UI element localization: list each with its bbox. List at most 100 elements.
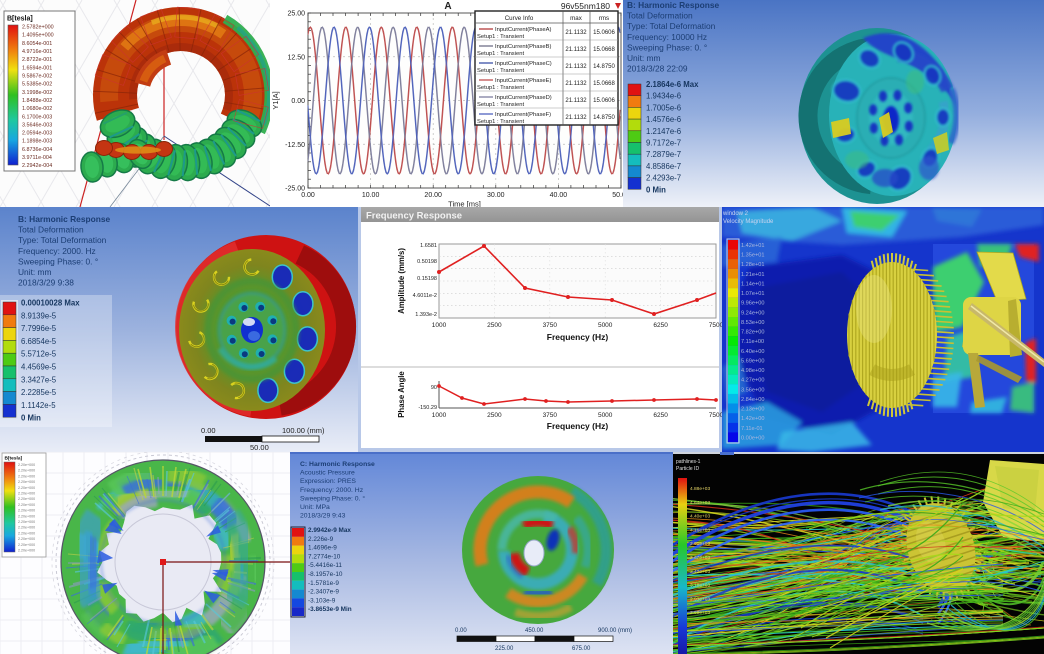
- svg-text:2.20e+000: 2.20e+000: [18, 469, 35, 473]
- svg-text:Sweeping Phase: 0. °: Sweeping Phase: 0. °: [300, 494, 365, 502]
- svg-text:90: 90: [431, 385, 437, 391]
- svg-text:InputCurrent(PhaseD): InputCurrent(PhaseD): [495, 95, 552, 101]
- svg-text:40.00: 40.00: [550, 192, 568, 199]
- svg-text:3.56e+00: 3.56e+00: [741, 387, 765, 393]
- svg-text:4.4569e-5: 4.4569e-5: [21, 363, 57, 372]
- svg-text:Setup1 : Transient: Setup1 : Transient: [477, 51, 524, 57]
- svg-text:2.20e+000: 2.20e+000: [18, 526, 35, 530]
- svg-text:rms: rms: [599, 15, 609, 22]
- svg-text:450.00: 450.00: [525, 628, 544, 634]
- svg-text:8.6054e-001: 8.6054e-001: [22, 41, 52, 47]
- svg-text:A: A: [444, 1, 451, 12]
- svg-text:1.1898e-003: 1.1898e-003: [22, 139, 52, 145]
- svg-text:21.1132: 21.1132: [565, 64, 587, 70]
- svg-text:4.9716e-001: 4.9716e-001: [22, 49, 52, 55]
- svg-text:6.8736e-004: 6.8736e-004: [22, 147, 52, 153]
- svg-text:14.8750: 14.8750: [593, 64, 615, 70]
- svg-text:5.5712e-5: 5.5712e-5: [21, 350, 57, 359]
- svg-text:Frequency: 2000. Hz: Frequency: 2000. Hz: [300, 487, 364, 494]
- svg-text:-1.5781e-9: -1.5781e-9: [308, 580, 339, 587]
- svg-text:Unit: mm: Unit: mm: [18, 267, 52, 277]
- svg-text:9.96e+00: 9.96e+00: [741, 301, 765, 307]
- svg-text:-2.3407e-9: -2.3407e-9: [308, 589, 339, 596]
- svg-text:Acoustic Pressure: Acoustic Pressure: [300, 470, 355, 477]
- svg-text:Frequency (Hz): Frequency (Hz): [547, 332, 609, 342]
- svg-text:5.5385e-002: 5.5385e-002: [22, 82, 52, 88]
- svg-text:3.18e+03: 3.18e+03: [690, 583, 710, 589]
- svg-text:3.3427e-5: 3.3427e-5: [21, 375, 57, 384]
- svg-text:0.00e+00: 0.00e+00: [741, 435, 765, 441]
- svg-text:Frequency (Hz): Frequency (Hz): [547, 421, 609, 431]
- svg-text:window 2: window 2: [722, 211, 749, 217]
- svg-text:2018/3/29 9:38: 2018/3/29 9:38: [18, 278, 74, 288]
- svg-text:3750: 3750: [543, 412, 558, 419]
- svg-text:15.0606: 15.0606: [593, 30, 615, 36]
- svg-text:B[tesla]: B[tesla]: [5, 456, 23, 462]
- svg-text:2.20e+000: 2.20e+000: [18, 520, 35, 524]
- svg-text:1.28e+01: 1.28e+01: [741, 262, 765, 268]
- svg-text:-3.8653e-9 Min: -3.8653e-9 Min: [308, 606, 352, 613]
- svg-text:2.4293e-7: 2.4293e-7: [646, 174, 681, 183]
- svg-text:Setup1 : Transient: Setup1 : Transient: [477, 102, 524, 108]
- svg-text:2.20e+000: 2.20e+000: [18, 486, 35, 490]
- svg-text:pathlines-1: pathlines-1: [676, 459, 701, 465]
- svg-text:1.35e+01: 1.35e+01: [741, 253, 765, 259]
- svg-text:7.82e+00: 7.82e+00: [741, 330, 765, 336]
- svg-text:2.20e+000: 2.20e+000: [18, 549, 35, 553]
- svg-text:1.14e+01: 1.14e+01: [741, 281, 765, 287]
- svg-text:15.0606: 15.0606: [593, 98, 615, 104]
- svg-text:2018/3/28 22:09: 2018/3/28 22:09: [627, 64, 688, 74]
- svg-text:21.1132: 21.1132: [565, 30, 587, 36]
- svg-text:5000: 5000: [598, 412, 613, 419]
- svg-text:0.00010028 Max: 0.00010028 Max: [21, 299, 80, 308]
- svg-text:2.20e+000: 2.20e+000: [18, 480, 35, 484]
- svg-text:21.1132: 21.1132: [565, 47, 587, 53]
- svg-text:Setup1 : Transient: Setup1 : Transient: [477, 34, 524, 40]
- svg-text:4.98e+00: 4.98e+00: [741, 368, 765, 374]
- svg-text:2018/3/29 9:43: 2018/3/29 9:43: [300, 513, 346, 520]
- svg-text:0.15198: 0.15198: [417, 276, 437, 282]
- svg-text:675.00: 675.00: [572, 646, 591, 652]
- svg-text:7.11e+00: 7.11e+00: [741, 339, 764, 345]
- svg-text:InputCurrent(PhaseB): InputCurrent(PhaseB): [495, 44, 551, 50]
- svg-text:Frequency Response: Frequency Response: [366, 211, 462, 222]
- svg-text:50.00: 50.00: [250, 443, 269, 452]
- svg-text:9.7172e-7: 9.7172e-7: [646, 139, 681, 148]
- svg-text:InputCurrent(PhaseF): InputCurrent(PhaseF): [495, 112, 551, 118]
- svg-text:6.6854e-5: 6.6854e-5: [21, 337, 57, 346]
- svg-text:1.2147e-6: 1.2147e-6: [646, 127, 681, 136]
- svg-text:5000: 5000: [598, 322, 613, 329]
- svg-text:2.20e+000: 2.20e+000: [18, 531, 35, 535]
- svg-text:0.00: 0.00: [201, 426, 216, 435]
- svg-text:4.64e+03: 4.64e+03: [690, 500, 710, 506]
- svg-text:5.69e+00: 5.69e+00: [741, 358, 765, 364]
- svg-text:Sweeping Phase: 0. °: Sweeping Phase: 0. °: [18, 256, 98, 266]
- svg-text:B[tesla]: B[tesla]: [7, 16, 33, 23]
- svg-text:0.00: 0.00: [455, 628, 467, 634]
- svg-text:0 Min: 0 Min: [21, 414, 41, 423]
- svg-text:2.20e+000: 2.20e+000: [18, 497, 35, 501]
- svg-text:2.8722e-001: 2.8722e-001: [22, 57, 52, 63]
- svg-text:30.00: 30.00: [487, 192, 505, 199]
- svg-text:2.20e+000: 2.20e+000: [18, 474, 35, 478]
- svg-text:-150.29: -150.29: [418, 405, 437, 411]
- svg-text:0 Min: 0 Min: [646, 185, 666, 194]
- svg-text:900.00 (mm): 900.00 (mm): [598, 628, 632, 634]
- svg-text:50.00: 50.00: [612, 192, 623, 199]
- svg-text:6250: 6250: [653, 322, 668, 329]
- svg-text:6250: 6250: [653, 412, 668, 419]
- svg-text:2.69e+03: 2.69e+03: [690, 610, 710, 616]
- svg-text:0.00: 0.00: [291, 98, 305, 105]
- svg-text:2500: 2500: [487, 322, 502, 329]
- svg-text:20.00: 20.00: [424, 192, 442, 199]
- svg-text:1.21e+01: 1.21e+01: [741, 272, 765, 278]
- svg-text:10.00: 10.00: [362, 192, 380, 199]
- svg-text:2.20e+000: 2.20e+000: [18, 514, 35, 518]
- svg-text:Frequency: 10000 Hz: Frequency: 10000 Hz: [627, 32, 707, 42]
- svg-text:1.8488e-002: 1.8488e-002: [22, 98, 52, 104]
- svg-text:225.00: 225.00: [495, 646, 514, 652]
- svg-text:7.7996e-5: 7.7996e-5: [21, 324, 57, 333]
- svg-text:4.16e+03: 4.16e+03: [690, 527, 710, 533]
- svg-text:Unit: mm: Unit: mm: [627, 53, 661, 63]
- svg-text:96v55nm180: 96v55nm180: [561, 1, 610, 11]
